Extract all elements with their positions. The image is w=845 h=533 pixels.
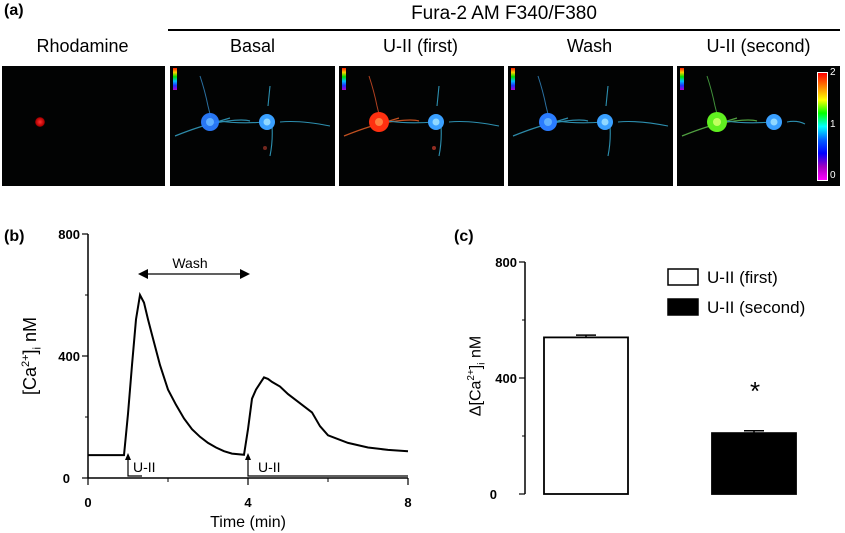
bar-second (711, 432, 797, 495)
column-title-first: U-II (first) (383, 36, 458, 56)
ylabel-b-close: ] (20, 349, 40, 355)
neuron-sketch-basal (174, 75, 331, 157)
b-ytick-label-400: 400 (58, 349, 80, 364)
stim2-bracket (247, 458, 408, 477)
column-title-second: U-II (second) (706, 36, 811, 56)
neuron-sketch-wash (512, 75, 669, 157)
calcium-trace-chart: 0 400 800 0 4 8 Time (min) Wash U-II U-I… (58, 227, 411, 531)
panel-c-label: (c) (454, 228, 474, 245)
wash-label: Wash (172, 255, 207, 271)
stim1-label: U-II (133, 459, 156, 475)
micrograph-basal (170, 66, 335, 186)
colorbar-tick-0: 0 (830, 170, 836, 181)
ylabel-b-main: [Ca (20, 367, 40, 396)
neuron-sketch-second (681, 75, 806, 137)
stim1-arrow-head (125, 453, 131, 460)
wash-arrow-left-head (138, 269, 148, 279)
ylabel-b-sup: 2+ (20, 354, 32, 368)
b-ytick-label-0: 0 (63, 471, 70, 486)
micrograph-first (339, 66, 504, 186)
stim1-bracket (127, 458, 142, 477)
legend-label-second: U-II (second) (707, 298, 805, 317)
stim2-arrow-head (245, 453, 251, 460)
panel-a-label: (a) (4, 2, 24, 19)
c-ytick-label-0: 0 (490, 487, 497, 502)
panel-b-ylabel: [Ca2+]i nM (20, 281, 44, 431)
panel-b-label: (b) (4, 228, 25, 245)
colorbar-tick-1: 1 (830, 119, 836, 130)
colorbar-tick-2: 2 (830, 67, 836, 78)
c-ytick-label-800: 800 (495, 255, 517, 270)
mini-colorbar-icon (173, 68, 177, 90)
stim2-label: U-II (258, 459, 281, 475)
b-ytick-label-800: 800 (58, 227, 80, 242)
neuron-sketch-first (343, 75, 500, 157)
column-title-wash: Wash (566, 36, 613, 56)
rhodamine-cell-spot (35, 117, 45, 127)
mini-colorbar-icon (680, 68, 684, 90)
bar-first (543, 336, 629, 495)
mini-colorbar-icon (342, 68, 346, 90)
b-xtick-label-0: 0 (84, 495, 91, 510)
micrograph-second: 2 1 0 (677, 66, 840, 186)
column-title-basal: Basal (229, 36, 276, 56)
wash-arrow-right-head (240, 269, 250, 279)
micrograph-wash (508, 66, 673, 186)
bars-group (543, 334, 797, 495)
legend-swatch-second (667, 298, 699, 316)
micrograph-rhodamine (2, 66, 165, 186)
significance-asterisk: * (750, 376, 760, 406)
fura-group-title: Fura-2 AM F340/F380 (411, 3, 597, 24)
ratio-colorbar (817, 72, 828, 181)
c-ytick-label-400: 400 (495, 371, 517, 386)
mini-colorbar-icon (511, 68, 515, 90)
column-title-rhodamine: Rhodamine (36, 36, 129, 56)
delta-calcium-bar-chart: 0 400 800 * U-II (first) U-II (second) (490, 255, 805, 502)
fura-group-line (168, 29, 840, 31)
legend-label-first: U-II (first) (707, 268, 778, 287)
legend-swatch-first (667, 268, 699, 286)
b-xtick-label-8: 8 (404, 495, 411, 510)
ylabel-b-unit: nM (20, 316, 40, 347)
calcium-trace-line (88, 291, 409, 457)
b-xlabel: Time (min) (210, 514, 286, 531)
b-xtick-label-4: 4 (244, 495, 252, 510)
